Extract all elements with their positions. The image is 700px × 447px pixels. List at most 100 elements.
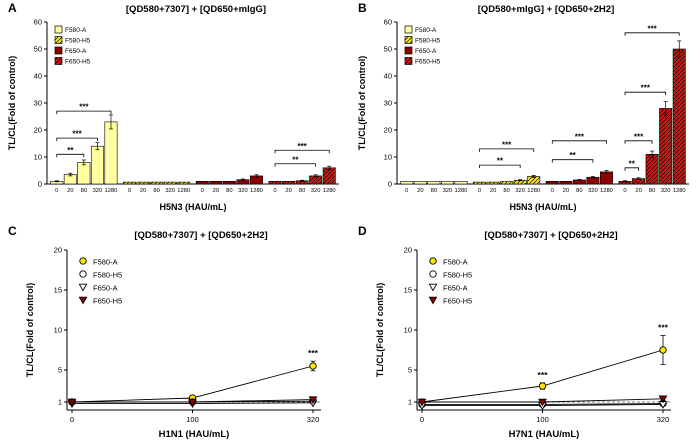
bar-F650-A-0 xyxy=(195,181,209,185)
significance-label: ** xyxy=(67,146,74,155)
x-tick-label: 1280 xyxy=(177,188,190,194)
x-tick-label: 320 xyxy=(515,188,525,194)
legend-label: F650-A xyxy=(93,284,118,293)
legend-swatch-F580-H5 xyxy=(54,36,63,44)
marker-triangle xyxy=(658,395,668,404)
panel-A-chart: 0 10 20 30 40 50 60 TL/CL(Fold of control) 0 20 80… xyxy=(7,18,339,212)
bar-F580-H5-20 xyxy=(486,181,500,185)
y-tick-label: 1 xyxy=(58,398,62,407)
legend-label: F580-A xyxy=(415,27,437,34)
legend-label: F650-A xyxy=(65,48,87,55)
y-tick-label: 5 xyxy=(58,366,62,375)
x-tick-label: 1280 xyxy=(250,188,263,194)
legend-label: F580-H5 xyxy=(65,38,91,45)
marker-triangle-open xyxy=(78,283,88,292)
significance-bracket xyxy=(624,140,653,144)
bar-F580-A-1280 xyxy=(104,121,118,185)
legend-label: F650-H5 xyxy=(443,297,472,306)
bar-F580-H5-320 xyxy=(163,181,177,185)
x-tick-label: 0 xyxy=(623,188,626,194)
panel-a-label: A xyxy=(8,1,17,15)
y-tick-label: 10 xyxy=(384,153,392,162)
x-tick-label: 0 xyxy=(70,415,74,424)
marker-circle-open xyxy=(79,270,87,278)
panel-b-label: B xyxy=(358,1,367,15)
bar-F580-A-80 xyxy=(427,181,441,185)
significance-label: *** xyxy=(79,103,89,112)
x-tick-label: 1280 xyxy=(673,188,686,194)
bar-F580-A-320 xyxy=(440,181,454,185)
x-tick-label: 320 xyxy=(443,188,453,194)
y-tick-label: 10 xyxy=(404,326,412,335)
x-tick-label: 0 xyxy=(478,188,481,194)
bar-F580-A-80 xyxy=(77,162,91,185)
panel-d: D [QD580+7307] + [QD650+2H2] 1 5 10 15 20 TL/… xyxy=(350,223,700,447)
significance-label: *** xyxy=(641,84,651,93)
x-tick-label: 80 xyxy=(431,188,437,194)
marker-triangle-open xyxy=(428,283,438,292)
significance-bracket xyxy=(624,167,639,171)
significance-bracket xyxy=(551,140,607,144)
panel-d-label: D xyxy=(358,224,367,238)
x-tick-label: 20 xyxy=(285,188,291,194)
bar-F580-A-1280 xyxy=(454,181,468,185)
y-tick-label: 20 xyxy=(384,126,392,135)
significance-label: *** xyxy=(297,142,307,151)
x-tick-label: 320 xyxy=(238,188,248,194)
x-tick-label: 20 xyxy=(213,188,219,194)
x-tick-label: 20 xyxy=(140,188,146,194)
y-tick-label: 60 xyxy=(34,18,42,27)
bar-F650-A-20 xyxy=(559,181,573,185)
legend-label: F580-A xyxy=(93,258,118,267)
significance-label: *** xyxy=(658,323,669,333)
x-tick-label: 80 xyxy=(576,188,582,194)
significance-bracket xyxy=(274,163,317,167)
y-tick-label: 40 xyxy=(384,72,392,81)
significance-bracket xyxy=(479,164,521,169)
marker-triangle xyxy=(188,398,197,407)
x-tick-label: 80 xyxy=(503,188,509,194)
significance-bracket xyxy=(56,137,98,142)
x-tick-label: 1280 xyxy=(600,188,613,194)
legend-swatch-F580-H5 xyxy=(404,36,413,44)
panel-B-chart: 0 10 20 30 40 50 60 TL/CL(Fold of control) 0 20 80… xyxy=(357,18,689,212)
x-tick-label: 20 xyxy=(563,188,569,194)
legend-swatch-F580-A xyxy=(54,25,63,34)
significance-label: *** xyxy=(647,24,657,33)
x-tick-label: 80 xyxy=(649,188,655,194)
y-tick-label: 30 xyxy=(384,99,392,108)
y-tick-label: 20 xyxy=(34,126,42,135)
x-tick-label: 0 xyxy=(273,188,276,194)
significance-label: ** xyxy=(629,159,636,168)
significance-bracket xyxy=(479,148,535,152)
bar-F650-A-1280 xyxy=(600,171,613,185)
x-tick-label: 20 xyxy=(635,188,641,194)
bar-F650-H5-1280 xyxy=(672,48,686,185)
y-tick-label: 5 xyxy=(408,366,412,375)
bar-F650-A-80 xyxy=(222,181,236,185)
panel-a: A [QD580+7307] + [QD650+mIgG] 0 10 20 30 40 5… xyxy=(0,0,350,223)
x-tick-label: 20 xyxy=(490,188,496,194)
x-tick-label: 320 xyxy=(661,188,671,194)
y-tick-label: 0 xyxy=(388,180,392,189)
bar-F580-A-20 xyxy=(413,181,427,185)
y-tick-label: 10 xyxy=(54,326,62,335)
x-tick-label: 320 xyxy=(165,188,175,194)
marker-circle-open xyxy=(429,270,437,278)
marker-triangle xyxy=(78,296,88,305)
y-tick-label: 20 xyxy=(54,246,62,255)
marker-circle xyxy=(659,346,667,354)
significance-label: *** xyxy=(634,132,644,141)
significance-label: *** xyxy=(72,130,82,139)
x-tick-label: 320 xyxy=(588,188,598,194)
x-tick-label: 320 xyxy=(307,415,320,424)
x-tick-label: 80 xyxy=(81,188,87,194)
bar-F650-H5-320 xyxy=(659,108,673,185)
legend-label: F650-A xyxy=(415,48,437,55)
legend-swatch-F650-H5 xyxy=(404,57,413,65)
legend-label: F580-A xyxy=(443,258,468,267)
x-tick-label: 20 xyxy=(67,188,73,194)
significance-label: *** xyxy=(575,132,585,141)
